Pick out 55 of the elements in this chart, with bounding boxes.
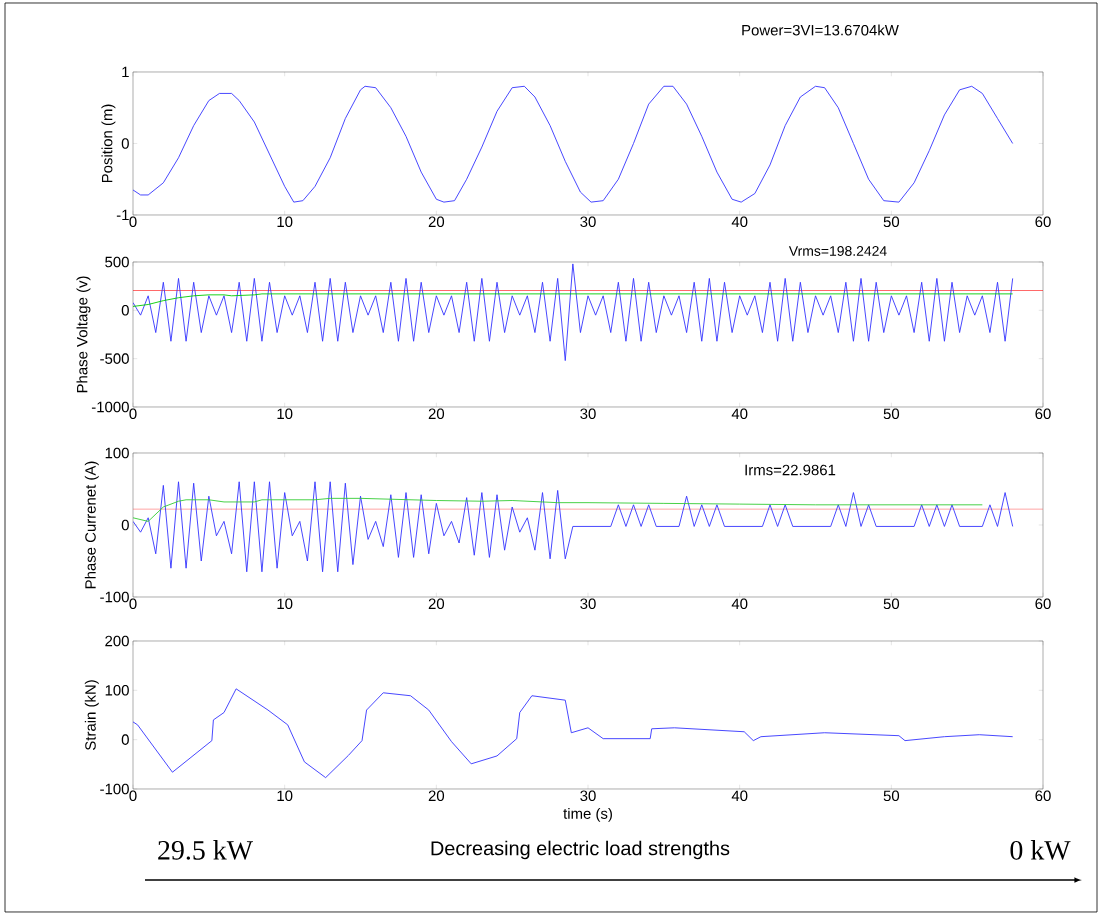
x-axis-title: time (s) (563, 807, 612, 822)
x-tick-label: 50 (883, 216, 900, 228)
x-tick-label: 0 (129, 216, 137, 228)
x-tick-label: 40 (731, 408, 748, 420)
x-tick-label: 60 (1035, 790, 1051, 802)
y-axis-title: Phase Currenet (A) (84, 461, 99, 589)
x-tick-label: 50 (883, 408, 900, 420)
x-tick-label: 40 (731, 216, 748, 228)
text: Decreasing electric load strengths (431, 840, 730, 860)
x-tick-label: 10 (277, 216, 293, 228)
y-tick-label: 0 (121, 138, 129, 149)
x-tick-label: 0 (129, 598, 137, 610)
y-tick-label: -100 (100, 783, 129, 795)
text: 0 kW (1010, 840, 1071, 860)
y-axis-title: Position (m) (101, 104, 116, 183)
x-tick-label: 30 (580, 408, 596, 420)
text: Vrms=198.2424 (788, 246, 887, 256)
x-tick-label: 60 (1035, 408, 1051, 420)
y-tick-label: -1000 (91, 401, 129, 413)
x-tick-label: 0 (129, 408, 137, 420)
x-tick-label: 20 (428, 408, 445, 420)
x-tick-label: 30 (580, 598, 596, 610)
y-axis-title: Phase Voltage (v) (76, 276, 91, 393)
y-tick-label: 100 (105, 447, 129, 459)
x-tick-label: 30 (580, 790, 596, 802)
x-tick-label: 10 (277, 598, 293, 610)
y-tick-label: -100 (100, 591, 129, 603)
x-tick-label: 60 (1035, 598, 1051, 610)
x-tick-label: 0 (129, 790, 137, 802)
y-tick-label: 0 (121, 734, 129, 745)
x-tick-label: 40 (731, 598, 748, 610)
x-tick-label: 40 (731, 790, 748, 802)
y-tick-label: -1 (116, 209, 129, 221)
x-tick-label: 20 (428, 216, 445, 228)
y-tick-label: 200 (105, 635, 129, 647)
y-tick-label: 500 (105, 256, 129, 268)
text: 29.5 kW (158, 840, 253, 860)
y-tick-label: -500 (100, 353, 129, 364)
x-tick-label: 10 (277, 408, 293, 420)
y-tick-label: 100 (105, 685, 129, 696)
line-series (133, 263, 1014, 362)
y-tick-label: 1 (122, 66, 129, 78)
annotation: Irms=22.9861 (745, 464, 836, 476)
x-tick-label: 50 (883, 598, 900, 610)
x-tick-label: 20 (428, 790, 445, 802)
x-tick-label: 60 (1035, 216, 1051, 228)
x-tick-label: 30 (580, 216, 596, 228)
y-tick-label: 0 (121, 305, 129, 316)
x-tick-label: 10 (277, 790, 293, 802)
x-tick-label: 20 (428, 598, 445, 610)
line-series (133, 688, 1014, 779)
y-tick-label: 0 (121, 519, 129, 531)
chart-title: Power=3VI=13.6704kW (742, 24, 899, 36)
y-axis-title: Strain (kN) (84, 680, 99, 751)
x-tick-label: 50 (883, 790, 900, 802)
